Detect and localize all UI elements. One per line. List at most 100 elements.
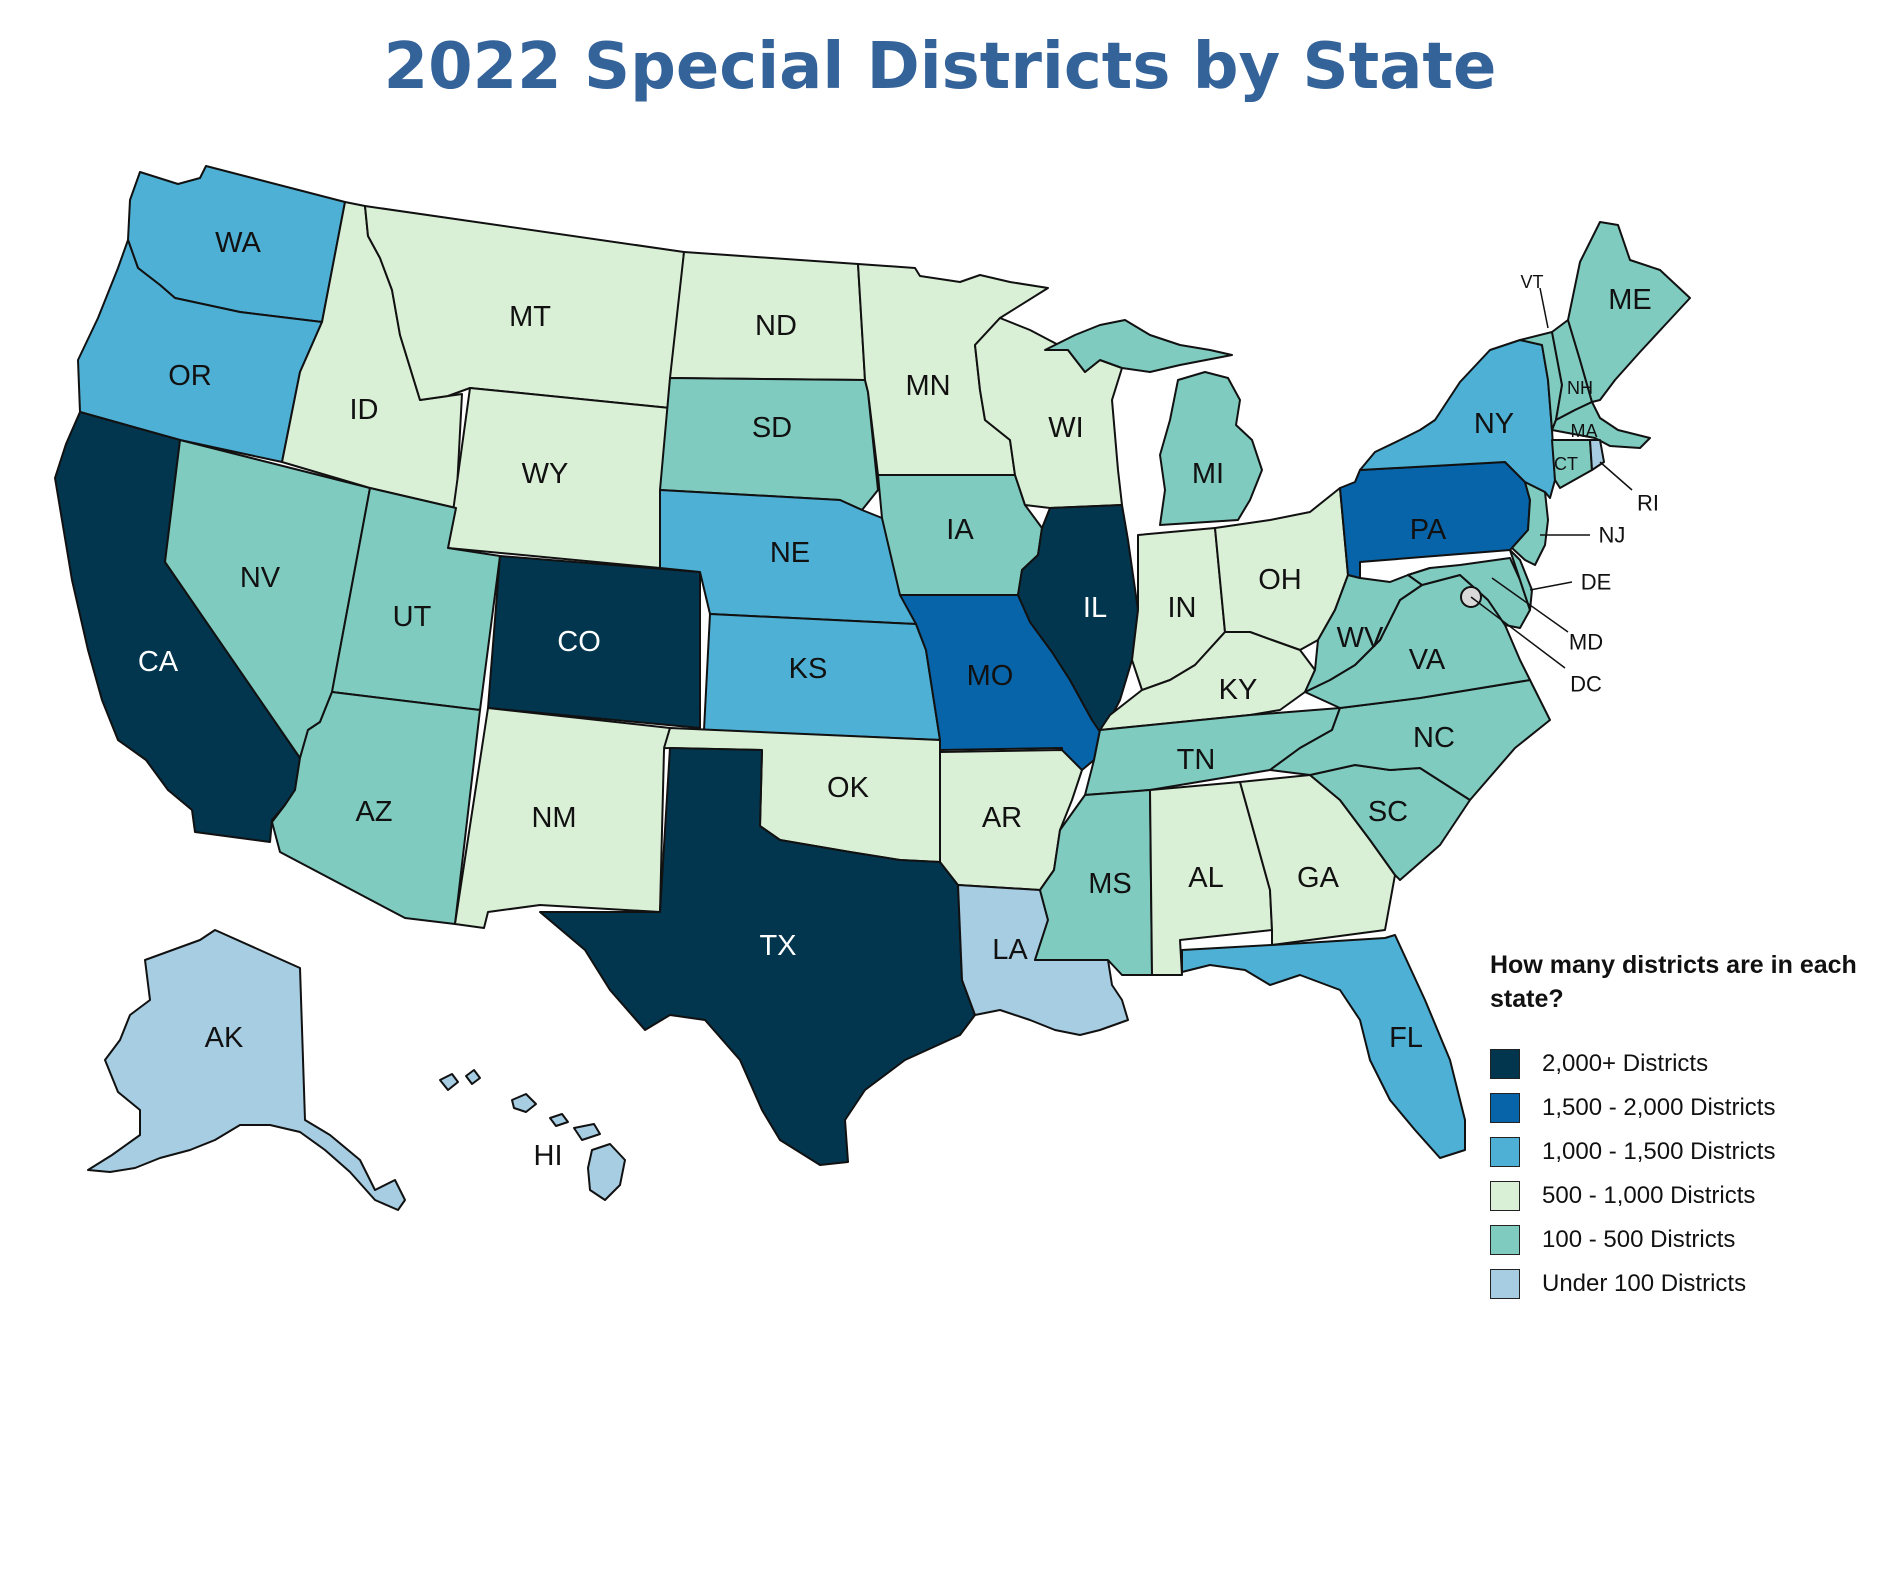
label-NJ: NJ: [1599, 523, 1626, 548]
label-HI: HI: [534, 1140, 563, 1172]
state-HI-2[interactable]: [465, 1069, 481, 1085]
state-FL[interactable]: [1181, 934, 1466, 1159]
label-NY: NY: [1474, 408, 1514, 440]
label-MS: MS: [1088, 868, 1132, 900]
label-IN: IN: [1168, 592, 1197, 624]
legend-label: Under 100 Districts: [1542, 1270, 1747, 1297]
legend-label: 100 - 500 Districts: [1542, 1226, 1736, 1253]
label-CA: CA: [138, 646, 179, 678]
state-MD[interactable]: [1407, 557, 1531, 629]
state-HI-3[interactable]: [511, 1093, 537, 1113]
label-PA: PA: [1410, 514, 1447, 546]
legend-swatch: [1490, 1137, 1520, 1167]
state-HI-4[interactable]: [549, 1113, 569, 1127]
label-MO: MO: [967, 660, 1014, 692]
label-NH: NH: [1567, 378, 1593, 398]
legend-item: 500 - 1,000 Districts: [1490, 1174, 1860, 1218]
label-OR: OR: [168, 360, 212, 392]
label-NM: NM: [531, 802, 576, 834]
label-AL: AL: [1188, 862, 1223, 894]
label-NE: NE: [770, 537, 810, 569]
label-KY: KY: [1219, 674, 1258, 706]
state-SD[interactable]: [659, 377, 879, 511]
label-TX: TX: [759, 930, 796, 962]
legend-label: 500 - 1,000 Districts: [1542, 1182, 1756, 1209]
label-CT: CT: [1554, 454, 1578, 474]
label-RI: RI: [1637, 491, 1659, 516]
state-MI-upper[interactable]: [1044, 319, 1233, 373]
label-KS: KS: [789, 653, 828, 685]
label-ID: ID: [350, 394, 379, 426]
label-LA: LA: [992, 934, 1028, 966]
label-MI: MI: [1192, 458, 1224, 490]
label-IL: IL: [1083, 592, 1107, 624]
map-title: 2022 Special Districts by State: [383, 30, 1497, 104]
label-GA: GA: [1297, 862, 1340, 894]
state-AZ[interactable]: [271, 691, 481, 925]
leader-dc: [1470, 596, 1566, 669]
label-DC: DC: [1570, 672, 1602, 697]
legend-item: 1,500 - 2,000 Districts: [1490, 1086, 1860, 1130]
legend-swatch: [1490, 1269, 1520, 1299]
state-TX[interactable]: [539, 747, 976, 1166]
label-WV: WV: [1337, 622, 1384, 654]
label-OH: OH: [1258, 564, 1302, 596]
legend-item: 2,000+ Districts: [1490, 1042, 1860, 1086]
legend-item: Under 100 Districts: [1490, 1262, 1860, 1306]
state-ME[interactable]: [1567, 221, 1691, 403]
label-FL: FL: [1389, 1022, 1423, 1054]
legend-label: 2,000+ Districts: [1542, 1050, 1709, 1077]
state-RI[interactable]: [1589, 439, 1605, 471]
label-IA: IA: [946, 514, 974, 546]
state-AK[interactable]: [87, 929, 406, 1211]
state-MI[interactable]: [1159, 371, 1263, 526]
leader-vt: [1539, 287, 1549, 329]
state-DE[interactable]: [1509, 549, 1533, 611]
leader-ri: [1599, 461, 1633, 491]
legend-swatch: [1490, 1225, 1520, 1255]
label-ME: ME: [1608, 284, 1652, 316]
label-WA: WA: [215, 227, 261, 259]
label-NV: NV: [240, 562, 281, 594]
leader-md: [1491, 577, 1569, 633]
legend-item: 100 - 500 Districts: [1490, 1218, 1860, 1262]
state-NC[interactable]: [1269, 679, 1551, 801]
label-WI: WI: [1048, 412, 1083, 444]
label-MA: MA: [1571, 421, 1598, 441]
state-NJ[interactable]: [1511, 481, 1549, 566]
state-CT[interactable]: [1551, 439, 1593, 489]
state-WI[interactable]: [974, 317, 1123, 509]
label-UT: UT: [393, 601, 432, 633]
legend-swatch: [1490, 1093, 1520, 1123]
label-WY: WY: [522, 458, 569, 490]
state-MA[interactable]: [1551, 401, 1651, 449]
legend-item: 1,000 - 1,500 Districts: [1490, 1130, 1860, 1174]
label-AZ: AZ: [355, 796, 392, 828]
state-IL[interactable]: [1017, 504, 1139, 736]
state-HI-1[interactable]: [439, 1073, 459, 1091]
legend-title: How many districts are in each state?: [1490, 951, 1857, 1013]
state-CO[interactable]: [487, 555, 701, 729]
label-ND: ND: [755, 310, 797, 342]
label-NC: NC: [1413, 722, 1455, 754]
label-VT: VT: [1520, 272, 1543, 292]
label-SD: SD: [752, 412, 792, 444]
legend-label: 1,000 - 1,500 Districts: [1542, 1138, 1776, 1165]
label-OK: OK: [827, 772, 870, 804]
legend-label: 1,500 - 2,000 Districts: [1542, 1094, 1776, 1121]
state-HI-6[interactable]: [587, 1143, 626, 1201]
label-MN: MN: [905, 370, 950, 402]
label-VA: VA: [1409, 644, 1446, 676]
label-MD: MD: [1569, 630, 1603, 655]
state-HI-5[interactable]: [573, 1123, 601, 1141]
label-SC: SC: [1368, 796, 1408, 828]
legend-swatch: [1490, 1181, 1520, 1211]
label-CO: CO: [557, 626, 601, 658]
legend: How many districts are in each state? 2,…: [1490, 948, 1860, 1306]
label-AR: AR: [982, 802, 1022, 834]
label-DE: DE: [1581, 570, 1612, 595]
label-AK: AK: [205, 1022, 244, 1054]
legend-swatch: [1490, 1049, 1520, 1079]
leader-de: [1529, 581, 1573, 591]
